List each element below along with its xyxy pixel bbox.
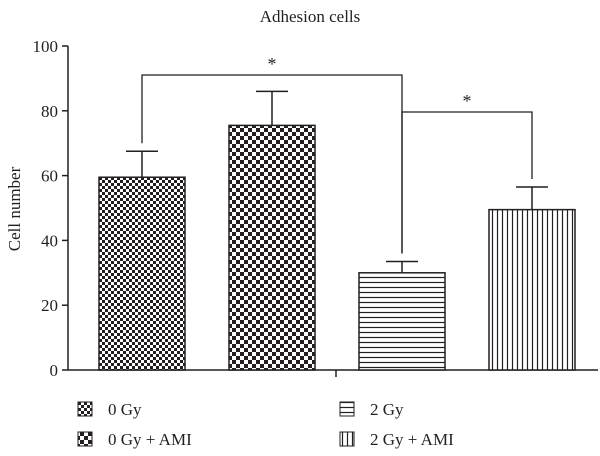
legend-label-3: 2 Gy + AMI [370, 430, 454, 449]
bar-2-gy-ami [488, 208, 576, 371]
significance-brackets: ** [141, 54, 533, 254]
legend: 0 Gy 0 Gy + AMI 2 Gy 2 Gy + AMI [77, 400, 454, 449]
legend-swatch-2 [339, 401, 355, 417]
significance-bracket-1 [401, 111, 533, 254]
legend-swatch-0 [77, 401, 93, 417]
x-axis [68, 369, 598, 377]
y-tick-label-0: 0 [50, 361, 59, 380]
legend-label-2: 2 Gy [370, 400, 404, 419]
legend-swatch-3 [339, 431, 355, 447]
bar-0-gy-ami [228, 124, 316, 371]
legend-label-1: 0 Gy + AMI [108, 430, 192, 449]
bars [98, 124, 576, 371]
bar-2-gy [358, 272, 446, 371]
y-axis: 0 20 40 60 80 100 [33, 37, 69, 380]
significance-label-1: * [463, 91, 472, 111]
legend-swatch-1 [77, 431, 93, 447]
bar-0-gy [98, 176, 186, 371]
y-tick-label-20: 20 [41, 296, 58, 315]
error-bars [126, 90, 548, 273]
y-axis-label: Cell number [5, 166, 24, 251]
chart-title: Adhesion cells [260, 7, 361, 26]
y-tick-label-60: 60 [41, 167, 58, 186]
y-tick-label-100: 100 [33, 37, 59, 56]
y-tick-label-40: 40 [41, 231, 58, 250]
significance-label-0: * [268, 54, 277, 74]
legend-label-0: 0 Gy [108, 400, 142, 419]
y-tick-label-80: 80 [41, 102, 58, 121]
